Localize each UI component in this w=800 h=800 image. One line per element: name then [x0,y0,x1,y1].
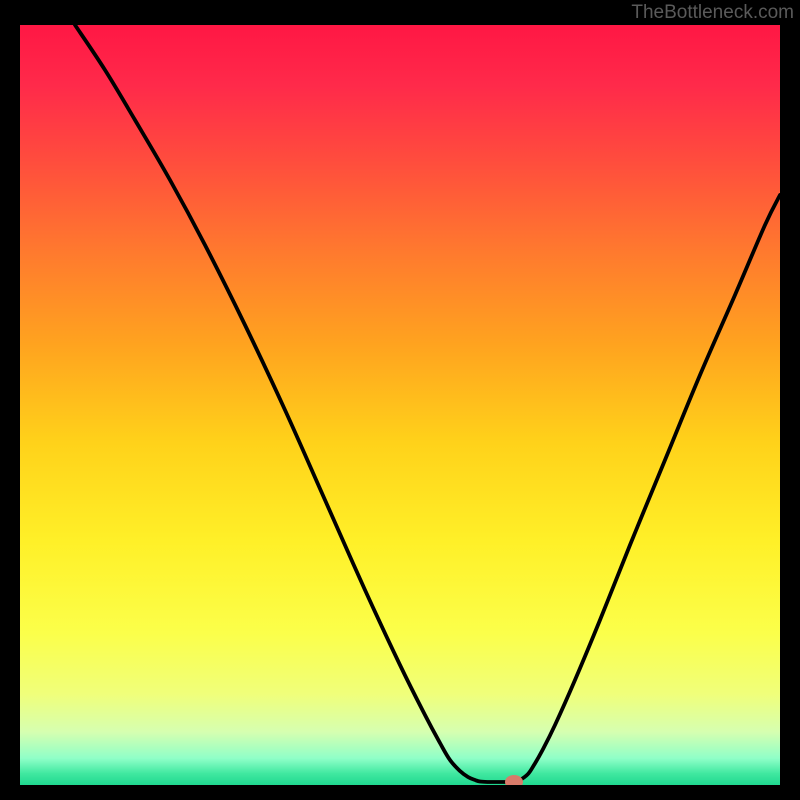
curve-line [75,25,780,782]
watermark-text: TheBottleneck.com [631,2,794,24]
bottleneck-curve [20,25,780,785]
minimum-marker [505,775,523,785]
plot-area [20,25,780,785]
